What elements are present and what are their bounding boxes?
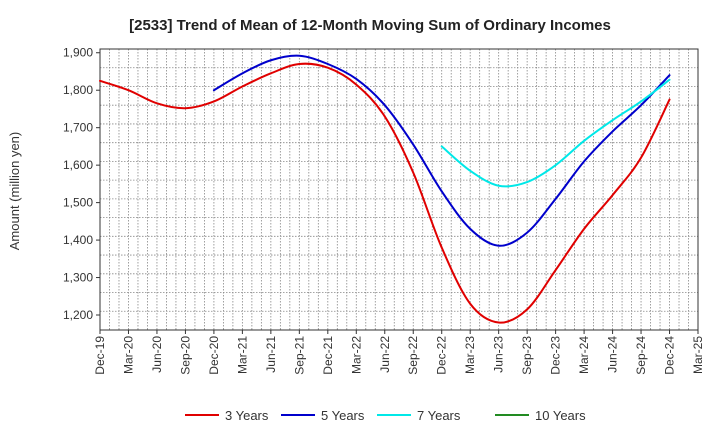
y-tick-label: 1,500	[63, 196, 93, 210]
series-line-3-years	[99, 62, 671, 324]
x-tick-label: Dec-19	[93, 336, 107, 375]
y-tick-label: 1,700	[63, 121, 93, 135]
series-group	[99, 54, 671, 324]
x-tick-label: Dec-23	[549, 336, 563, 375]
x-tick-label: Mar-22	[349, 336, 363, 374]
y-tick-label: 1,900	[63, 46, 93, 60]
series-line-5-years	[212, 54, 671, 247]
series-line-7-years	[440, 78, 671, 188]
x-tick-label: Mar-20	[121, 336, 135, 374]
legend-label-7-years: 7 Years	[417, 408, 461, 423]
x-tick-label: Mar-25	[691, 336, 705, 374]
y-axis-label: Amount (million yen)	[7, 132, 22, 251]
x-tick-label: Dec-20	[207, 336, 221, 375]
grid	[100, 49, 698, 330]
chart-title: [2533] Trend of Mean of 12-Month Moving …	[129, 17, 611, 34]
y-tick-label: 1,200	[63, 308, 93, 322]
legend-label-3-years: 3 Years	[225, 408, 269, 423]
y-tick-label: 1,300	[63, 271, 93, 285]
axes: 1,200 1,300 1,400 1,500 1,600 1,700 1,800 1,900…	[63, 46, 705, 375]
x-tick-label: Dec-24	[663, 336, 677, 375]
x-tick-label: Mar-23	[463, 336, 477, 374]
legend: 3 Years 5 Years 7 Years 10 Years	[185, 408, 586, 423]
legend-label-10-years: 10 Years	[535, 408, 586, 423]
plot-frame	[99, 48, 699, 331]
x-tick-label: Sep-23	[520, 336, 534, 375]
y-tick-label: 1,400	[63, 233, 93, 247]
y-tick-label: 1,800	[63, 83, 93, 97]
x-tick-label: Sep-20	[178, 336, 192, 375]
x-tick-label: Jun-24	[606, 336, 620, 373]
y-tick-label: 1,600	[63, 158, 93, 172]
x-tick-label: Mar-24	[577, 336, 591, 374]
x-tick-label: Dec-21	[321, 336, 335, 375]
x-tick-label: Sep-24	[634, 336, 648, 375]
x-tick-label: Mar-21	[235, 336, 249, 374]
x-tick-label: Sep-21	[292, 336, 306, 375]
x-tick-label: Jun-21	[264, 336, 278, 373]
legend-label-5-years: 5 Years	[321, 408, 365, 423]
x-tick-label: Sep-22	[406, 336, 420, 375]
x-tick-label: Jun-23	[492, 336, 506, 373]
x-tick-label: Jun-20	[150, 336, 164, 373]
x-tick-label: Jun-22	[378, 336, 392, 373]
x-tick-label: Dec-22	[435, 336, 449, 375]
